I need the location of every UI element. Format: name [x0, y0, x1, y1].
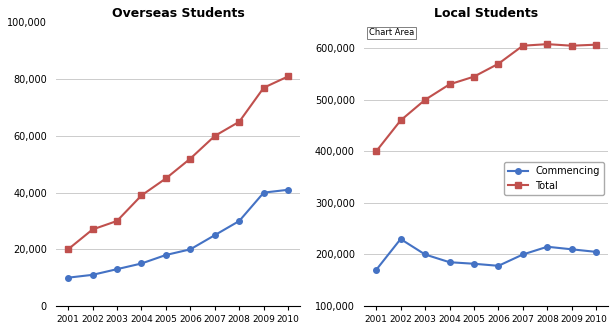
Legend: Commencing, Total: Commencing, Total	[505, 162, 604, 195]
Text: Chart Area: Chart Area	[369, 28, 414, 37]
Title: Local Students: Local Students	[434, 7, 538, 20]
Title: Overseas Students: Overseas Students	[111, 7, 245, 20]
